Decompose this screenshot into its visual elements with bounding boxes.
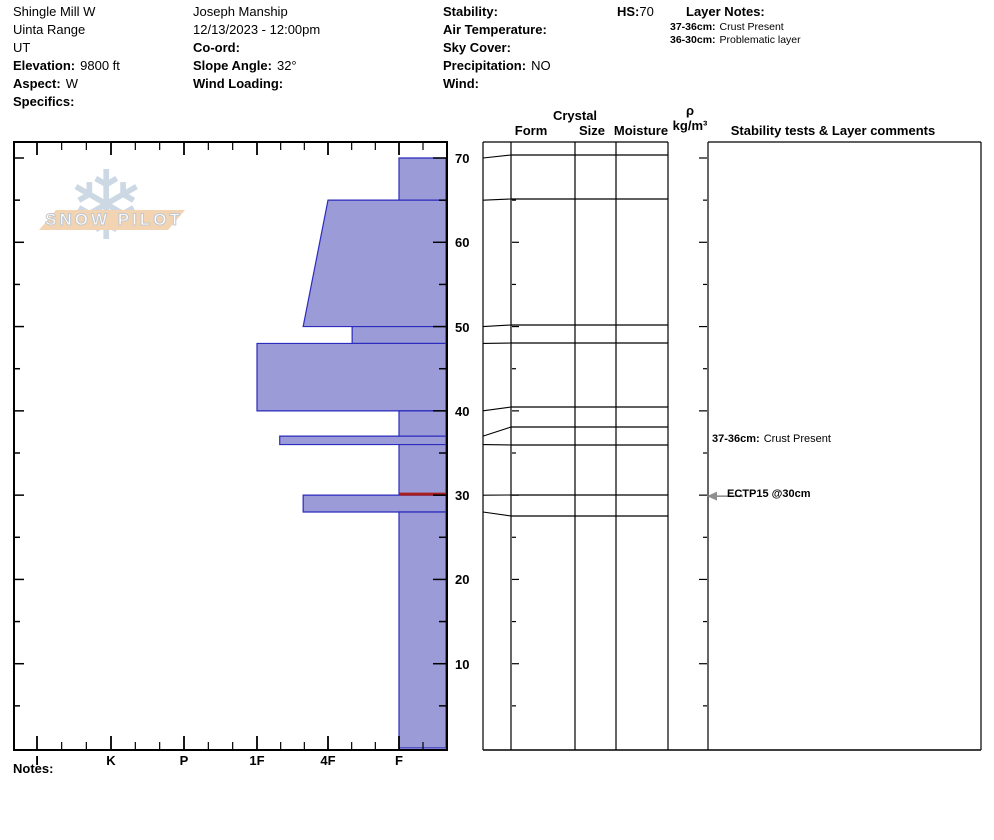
hs-value: 70 [639,4,654,19]
elevation-value: 9800 ft [80,58,120,73]
observer-name: Joseph Manship [193,4,288,19]
graph-line [482,426,512,437]
layer-comment: ECTP15 @30cm [727,488,811,501]
layer-note: 37-36cm: Crust Present [670,21,784,34]
wind-loading-label: Wind Loading: [193,76,284,91]
layer-comment: 37-36cm: Crust Present [712,433,831,446]
col-header-form: Form [514,123,548,138]
col-header-density-symbol: ρ [685,103,695,118]
wind-label: Wind: [443,76,479,91]
depth-axis-label: 70 [455,151,470,166]
layer-note-range: 37-36cm: [670,21,716,33]
depth-axis-label: 30 [455,488,470,504]
site-aspect: Aspect: W [13,76,78,91]
snowpilot-banner-shape [39,210,185,230]
specifics-label: Specifics: [13,94,75,109]
stability-label: Stability: [443,4,498,19]
precipitation-value: NO [531,58,551,73]
hardness-axis-label: P [179,753,189,768]
layer-note-range: 36-30cm: [670,34,716,46]
site-state: UT [13,40,31,55]
site-name: Shingle Mill W [13,4,96,19]
layer-note: 36-30cm: Problematic layer [670,34,801,47]
graph-line [482,154,512,159]
snowflake-icon: ❄ [66,150,147,262]
layer-note-text: Crust Present [719,21,784,33]
hardness-axis-label: K [106,753,116,768]
observation-datetime: 12/13/2023 - 12:00pm [193,22,321,37]
depth-axis-label: 10 [455,656,470,672]
depth-axis-label: 60 [455,235,470,251]
site-range: Uinta Range [13,22,86,37]
aspect-label: Aspect: [13,76,61,91]
aspect-value: W [65,76,78,91]
depth-axis-label: 50 [455,319,470,335]
snow-height: HS:70 [617,4,654,19]
arrow-left-icon [707,491,717,501]
comment-text: Crust Present [763,433,831,446]
depth-axis-label: 40 [455,403,470,419]
col-header-comments: Stability tests & Layer comments [730,123,936,138]
hardness-axis-label: 1F [249,753,265,768]
slope-angle: Slope Angle: 32° [193,58,297,73]
elevation-label: Elevation: [13,58,76,73]
snowpilot-logo-text: SNOW PILOT [45,210,183,230]
sky-cover-label: Sky Cover: [443,40,511,55]
hs-label: HS: [617,4,640,19]
col-header-moisture: Moisture [613,123,669,138]
site-elevation: Elevation: 9800 ft [13,58,120,73]
slope-angle-label: Slope Angle: [193,58,272,73]
precipitation: Precipitation: NO [443,58,551,73]
col-header-size: Size [578,123,606,138]
layer-note-text: Problematic layer [719,34,801,46]
depth-axis-label: 20 [455,572,470,588]
coord-label: Co-ord: [193,40,240,55]
hardness-axis-label: F [395,753,403,768]
air-temperature-label: Air Temperature: [443,22,547,37]
graph-line [482,406,512,412]
col-header-density-units: kg/m³ [672,118,708,133]
precipitation-label: Precipitation: [443,58,527,73]
graph-line [482,324,512,328]
layer-notes-title: Layer Notes: [686,4,765,19]
graph-line [482,511,512,517]
comment-range: 37-36cm: [712,433,760,446]
chart-border [13,141,448,751]
graph-line [482,198,512,201]
slope-angle-value: 32° [276,58,297,73]
hardness-axis-label: 4F [320,753,336,768]
notes-label: Notes: [13,761,54,776]
hardness-axis-label: I [35,753,39,768]
col-header-crystal: Crystal [552,108,598,123]
